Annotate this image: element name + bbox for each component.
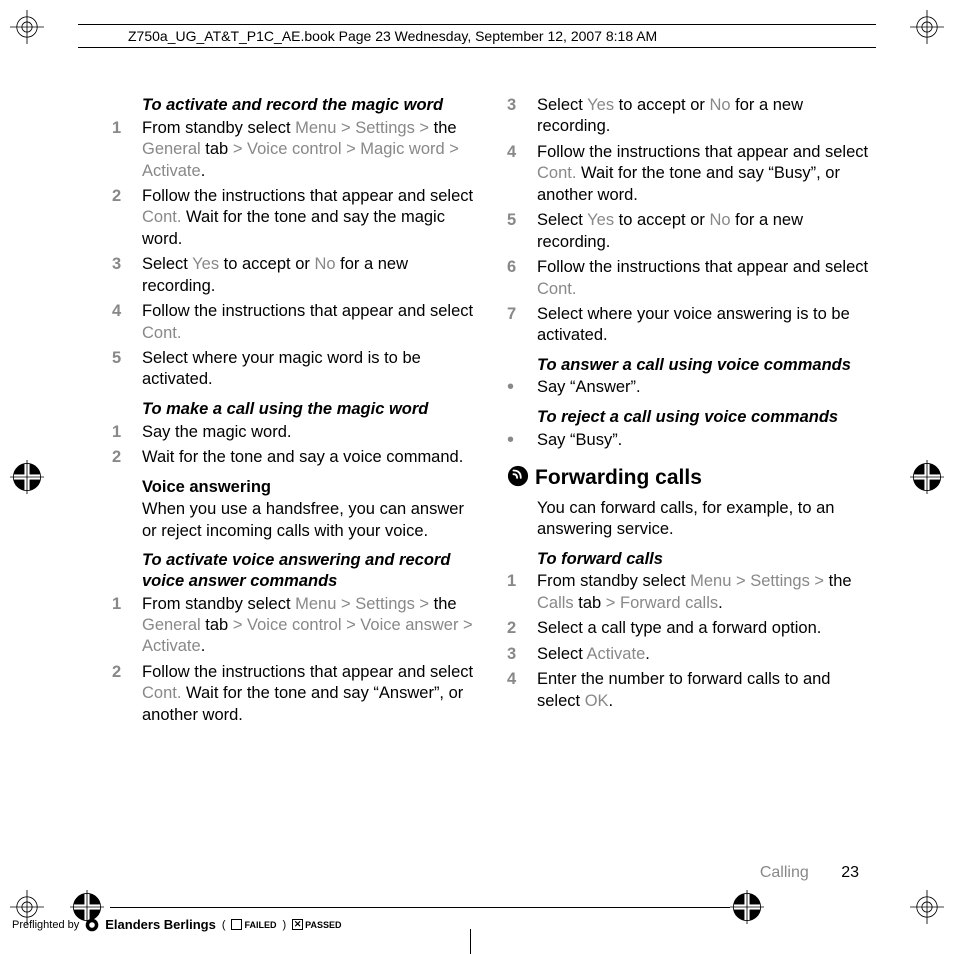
preflight-brand: Elanders Berlings xyxy=(105,917,216,932)
subheading: Voice answering xyxy=(142,478,475,497)
bullet-item: • Say “Busy”. xyxy=(507,430,870,451)
paragraph: When you use a handsfree, you can answer… xyxy=(142,499,475,542)
step-text: Follow the instructions that appear and … xyxy=(142,186,475,250)
step-number: 4 xyxy=(507,142,537,206)
left-column: To activate and record the magic word 1 … xyxy=(112,95,475,730)
preflight-label: Preflighted by xyxy=(12,919,79,931)
step-text: Follow the instructions that appear and … xyxy=(142,662,475,726)
step-item: 1 From standby select Menu > Settings > … xyxy=(507,571,870,614)
header-tagline: Z750a_UG_AT&T_P1C_AE.book Page 23 Wednes… xyxy=(128,28,657,44)
bullet-icon: • xyxy=(507,377,537,398)
registration-mark-icon xyxy=(730,890,764,924)
heading-2: Forwarding calls xyxy=(535,466,702,490)
step-item: 2 Select a call type and a forward optio… xyxy=(507,618,870,639)
step-item: 4 Follow the instructions that appear an… xyxy=(112,301,475,344)
step-item: 1 From standby select Menu > Settings > … xyxy=(112,594,475,658)
step-text: Follow the instructions that appear and … xyxy=(142,301,475,344)
step-text: From standby select Menu > Settings > th… xyxy=(142,118,475,182)
step-text: Say the magic word. xyxy=(142,422,475,443)
step-text: Select Yes to accept or No for a new rec… xyxy=(537,95,870,138)
step-number: 1 xyxy=(112,118,142,182)
section-title: To answer a call using voice commands xyxy=(537,355,870,376)
step-number: 1 xyxy=(507,571,537,614)
header-tagline-bar: Z750a_UG_AT&T_P1C_AE.book Page 23 Wednes… xyxy=(78,24,876,48)
step-text: From standby select Menu > Settings > th… xyxy=(537,571,870,614)
step-number: 4 xyxy=(507,669,537,712)
step-text: Select Yes to accept or No for a new rec… xyxy=(142,254,475,297)
step-item: 3 Select Yes to accept or No for a new r… xyxy=(507,95,870,138)
forwarding-icon xyxy=(507,465,535,492)
checkbox-checked-icon: ✕ xyxy=(292,919,303,930)
preflight-paren: ) xyxy=(283,919,287,931)
section-title: To activate and record the magic word xyxy=(142,95,475,116)
step-text: Select a call type and a forward option. xyxy=(537,618,870,639)
step-text: From standby select Menu > Settings > th… xyxy=(142,594,475,658)
bullet-text: Say “Answer”. xyxy=(537,377,870,398)
step-item: 7 Select where your voice answering is t… xyxy=(507,304,870,347)
step-number: 4 xyxy=(112,301,142,344)
step-number: 2 xyxy=(112,447,142,468)
step-text: Select Yes to accept or No for a new rec… xyxy=(537,210,870,253)
registration-mark-icon xyxy=(10,460,44,494)
step-number: 3 xyxy=(507,95,537,138)
footer-page-number: 23 xyxy=(841,864,859,881)
page-body: To activate and record the magic word 1 … xyxy=(112,95,870,730)
step-item: 2 Follow the instructions that appear an… xyxy=(112,186,475,250)
step-number: 1 xyxy=(112,594,142,658)
step-item: 5 Select where your magic word is to be … xyxy=(112,348,475,391)
step-number: 2 xyxy=(112,186,142,250)
step-number: 5 xyxy=(112,348,142,391)
checkbox-empty-icon xyxy=(231,919,242,930)
step-text: Follow the instructions that appear and … xyxy=(537,257,870,300)
step-number: 6 xyxy=(507,257,537,300)
step-item: 3 Select Activate. xyxy=(507,644,870,665)
paragraph: You can forward calls, for example, to a… xyxy=(537,498,870,541)
step-item: 1 Say the magic word. xyxy=(112,422,475,443)
step-number: 5 xyxy=(507,210,537,253)
step-number: 2 xyxy=(112,662,142,726)
step-number: 1 xyxy=(112,422,142,443)
page-footer: Calling 23 xyxy=(760,864,859,882)
section-title: To make a call using the magic word xyxy=(142,399,475,420)
preflight-paren: ( xyxy=(222,919,226,931)
step-number: 7 xyxy=(507,304,537,347)
step-item: 3 Select Yes to accept or No for a new r… xyxy=(112,254,475,297)
bullet-item: • Say “Answer”. xyxy=(507,377,870,398)
step-item: 4 Enter the number to forward calls to a… xyxy=(507,669,870,712)
step-number: 2 xyxy=(507,618,537,639)
preflight-logo-icon xyxy=(85,918,99,932)
bullet-icon: • xyxy=(507,430,537,451)
step-text: Wait for the tone and say a voice comman… xyxy=(142,447,475,468)
crop-line xyxy=(110,907,730,908)
heading-row: Forwarding calls xyxy=(507,465,870,492)
preflight-bar: Preflighted by Elanders Berlings ( FAILE… xyxy=(12,917,342,932)
step-item: 2 Wait for the tone and say a voice comm… xyxy=(112,447,475,468)
step-text: Select where your magic word is to be ac… xyxy=(142,348,475,391)
section-title: To reject a call using voice commands xyxy=(537,407,870,428)
step-text: Select Activate. xyxy=(537,644,870,665)
step-item: 2 Follow the instructions that appear an… xyxy=(112,662,475,726)
preflight-failed: FAILED xyxy=(231,919,276,930)
footer-section: Calling xyxy=(760,864,809,881)
step-item: 1 From standby select Menu > Settings > … xyxy=(112,118,475,182)
step-number: 3 xyxy=(112,254,142,297)
crop-line xyxy=(470,929,471,954)
step-text: Enter the number to forward calls to and… xyxy=(537,669,870,712)
registration-mark-icon xyxy=(910,890,944,924)
step-item: 5 Select Yes to accept or No for a new r… xyxy=(507,210,870,253)
registration-mark-icon xyxy=(910,10,944,44)
section-title: To activate voice answering and record v… xyxy=(142,550,475,591)
registration-mark-icon xyxy=(10,10,44,44)
bullet-text: Say “Busy”. xyxy=(537,430,870,451)
step-item: 6 Follow the instructions that appear an… xyxy=(507,257,870,300)
step-number: 3 xyxy=(507,644,537,665)
right-column: 3 Select Yes to accept or No for a new r… xyxy=(507,95,870,730)
step-text: Follow the instructions that appear and … xyxy=(537,142,870,206)
registration-mark-icon xyxy=(910,460,944,494)
step-item: 4 Follow the instructions that appear an… xyxy=(507,142,870,206)
section-title: To forward calls xyxy=(537,549,870,570)
step-text: Select where your voice answering is to … xyxy=(537,304,870,347)
preflight-passed: ✕PASSED xyxy=(292,919,341,930)
